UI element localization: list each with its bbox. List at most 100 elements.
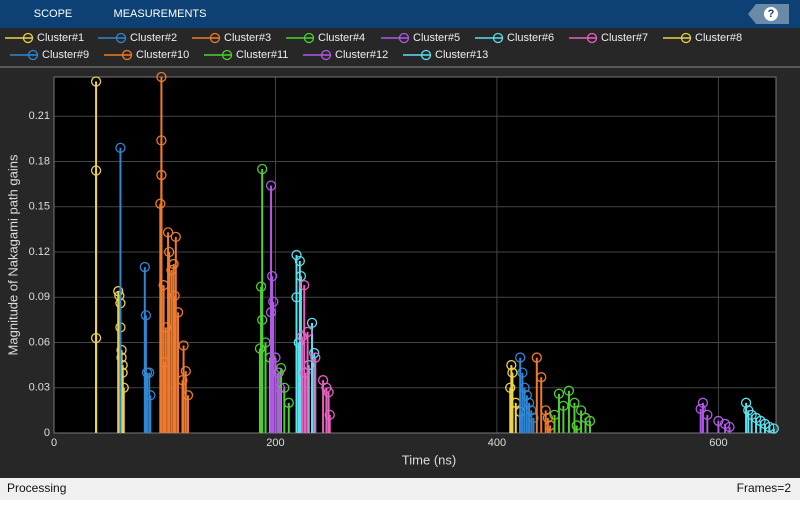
stem-marker — [584, 415, 596, 427]
stem-marker — [254, 343, 266, 354]
stem-marker — [268, 296, 279, 307]
stem-marker — [145, 390, 156, 401]
legend-label: Cluster#13 — [435, 49, 488, 61]
stem-marker — [172, 307, 184, 318]
y-tick-label: 0.06 — [29, 336, 50, 348]
stem-marker — [563, 385, 575, 396]
stem-marker — [139, 261, 150, 273]
legend-marker — [115, 32, 127, 44]
stem-marker — [310, 352, 321, 363]
stem-marker — [295, 270, 307, 282]
legend-label: Cluster#8 — [695, 32, 742, 44]
legend-marker — [680, 32, 692, 44]
stem-marker — [764, 421, 775, 433]
legend-marker — [420, 49, 432, 61]
stem-marker — [768, 423, 779, 434]
stem-marker — [156, 135, 167, 146]
stem-marker — [257, 163, 268, 175]
legend-label: Cluster#4 — [318, 32, 365, 44]
stem-marker — [118, 382, 129, 393]
stem-marker — [162, 227, 174, 238]
stem-marker — [283, 397, 294, 408]
stem-marker — [293, 337, 304, 348]
legend-marker — [320, 49, 332, 61]
stem-marker — [159, 356, 170, 368]
status-right: Frames=2 — [737, 481, 792, 495]
x-tick-label: 0 — [51, 437, 57, 449]
stem-marker — [553, 388, 565, 399]
x-tick-label: 200 — [266, 437, 284, 449]
y-tick-label: 0.03 — [29, 382, 50, 394]
stem-marker — [571, 420, 582, 431]
stem-marker — [542, 412, 554, 424]
stem-marker — [115, 142, 126, 154]
legend-marker — [121, 49, 133, 61]
legend-label: Cluster#10 — [136, 49, 189, 61]
stem-marker — [178, 340, 189, 351]
stem-marker — [300, 367, 311, 378]
stem-marker — [140, 310, 152, 321]
legend-marker — [221, 49, 233, 61]
stem-marker — [164, 246, 175, 258]
stem-marker — [116, 352, 127, 363]
stem-marker — [260, 337, 271, 348]
stem-marker — [291, 249, 302, 261]
stem-marker — [309, 347, 320, 359]
stem-marker — [294, 255, 305, 267]
y-tick-label: 0.18 — [29, 155, 50, 167]
stem-marker — [740, 397, 752, 408]
stem-marker — [531, 352, 542, 363]
stem-marker — [521, 390, 532, 401]
tab-measurements[interactable]: MEASUREMENTS — [114, 8, 207, 20]
stem-marker — [265, 180, 277, 191]
stem-marker — [182, 390, 194, 401]
legend-label: Cluster#12 — [335, 49, 388, 61]
legend-label: Cluster#7 — [601, 32, 648, 44]
stem-marker — [724, 421, 735, 433]
legend-label: Cluster#5 — [413, 32, 460, 44]
stem-marker — [702, 409, 713, 421]
stem-marker — [274, 382, 286, 393]
stem-marker — [168, 258, 179, 270]
stem-marker — [697, 397, 709, 408]
legend-marker — [303, 32, 315, 44]
stem-marker — [90, 76, 102, 87]
stem-marker — [575, 405, 587, 416]
x-tick-label: 400 — [488, 437, 506, 449]
status-left: Processing — [7, 481, 66, 495]
help-text[interactable]: ? — [768, 8, 775, 20]
stem-marker — [519, 382, 530, 393]
stem-marker — [117, 359, 128, 371]
stem-marker — [323, 387, 334, 398]
stem-marker — [264, 352, 276, 363]
stem-marker — [257, 314, 268, 326]
stem-marker — [113, 286, 124, 297]
stem-marker — [695, 403, 706, 415]
legend-label: Cluster#6 — [507, 32, 554, 44]
stem-marker — [515, 352, 526, 363]
stem-marker — [170, 231, 181, 243]
y-tick-label: 0 — [44, 427, 50, 439]
stem-marker — [270, 352, 281, 363]
tab-scope[interactable]: SCOPE — [34, 8, 73, 20]
stem-marker — [306, 317, 318, 329]
legend-label: Cluster#2 — [130, 32, 177, 44]
stem-marker — [299, 280, 310, 291]
stem-marker — [158, 280, 169, 291]
stem-marker — [540, 405, 551, 416]
stem-marker — [569, 397, 580, 408]
status-bar — [0, 478, 800, 500]
stem-marker — [291, 292, 302, 303]
stem-marker — [144, 367, 155, 378]
x-axis-label: Time (ns) — [402, 452, 456, 467]
stem-marker — [160, 322, 171, 333]
stem-marker — [180, 366, 191, 377]
legend-marker — [492, 32, 504, 44]
stem-marker — [116, 344, 127, 356]
help-icon[interactable] — [764, 7, 778, 21]
stem-marker — [505, 382, 516, 393]
stem-marker — [90, 165, 102, 176]
stem-marker — [523, 397, 535, 408]
axes-frame — [53, 76, 777, 434]
